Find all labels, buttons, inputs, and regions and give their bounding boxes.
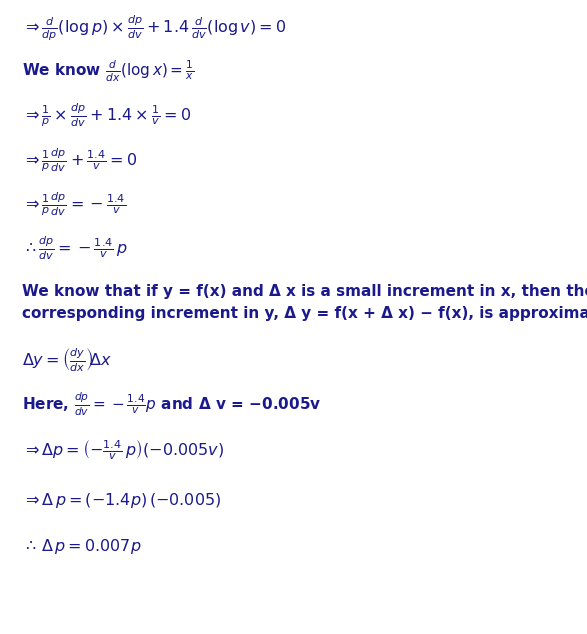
Text: $\Rightarrow \frac{1}{p} \times \frac{dp}{dv} + 1.4 \times \frac{1}{v} = 0$: $\Rightarrow \frac{1}{p} \times \frac{dp… [22, 101, 191, 129]
Text: $\Rightarrow \Delta\, p = (-1.4p)\,(-0.005)$: $\Rightarrow \Delta\, p = (-1.4p)\,(-0.0… [22, 491, 222, 510]
Text: $\therefore \frac{dp}{dv} = -\frac{1.4}{v}\,p$: $\therefore \frac{dp}{dv} = -\frac{1.4}{… [22, 235, 128, 262]
Text: Here, $\frac{dp}{dv} = -\frac{1.4}{v}p$ and Δ v = −0.005v: Here, $\frac{dp}{dv} = -\frac{1.4}{v}p$ … [22, 391, 322, 418]
Text: $\therefore\, \Delta\, p = 0.007p$: $\therefore\, \Delta\, p = 0.007p$ [22, 537, 142, 556]
Text: $\Rightarrow \Delta p = \left(-\frac{1.4}{v}\,p\right)(-0.005v)$: $\Rightarrow \Delta p = \left(-\frac{1.4… [22, 438, 224, 462]
Text: $\Rightarrow \frac{1}{p}\frac{dp}{dv} = -\frac{1.4}{v}$: $\Rightarrow \frac{1}{p}\frac{dp}{dv} = … [22, 190, 126, 218]
Text: $\Delta y = \left(\frac{dy}{dx}\right)\!\Delta x$: $\Delta y = \left(\frac{dy}{dx}\right)\!… [22, 346, 113, 374]
Text: corresponding increment in y, Δ y = f(x + Δ x) − f(x), is approximately given as: corresponding increment in y, Δ y = f(x … [22, 306, 587, 321]
Text: $\Rightarrow \frac{1}{p}\frac{dp}{dv} + \frac{1.4}{v} = 0$: $\Rightarrow \frac{1}{p}\frac{dp}{dv} + … [22, 146, 137, 174]
Text: We know $\frac{d}{dx}(\mathrm{log}\,x) = \frac{1}{x}$: We know $\frac{d}{dx}(\mathrm{log}\,x) =… [22, 58, 195, 84]
Text: We know that if y = f(x) and Δ x is a small increment in x, then the: We know that if y = f(x) and Δ x is a sm… [22, 284, 587, 299]
Text: $\Rightarrow \frac{d}{dp}(\mathrm{log}\,p) \times \frac{dp}{dv} + 1.4\,\frac{d}{: $\Rightarrow \frac{d}{dp}(\mathrm{log}\,… [22, 13, 286, 42]
